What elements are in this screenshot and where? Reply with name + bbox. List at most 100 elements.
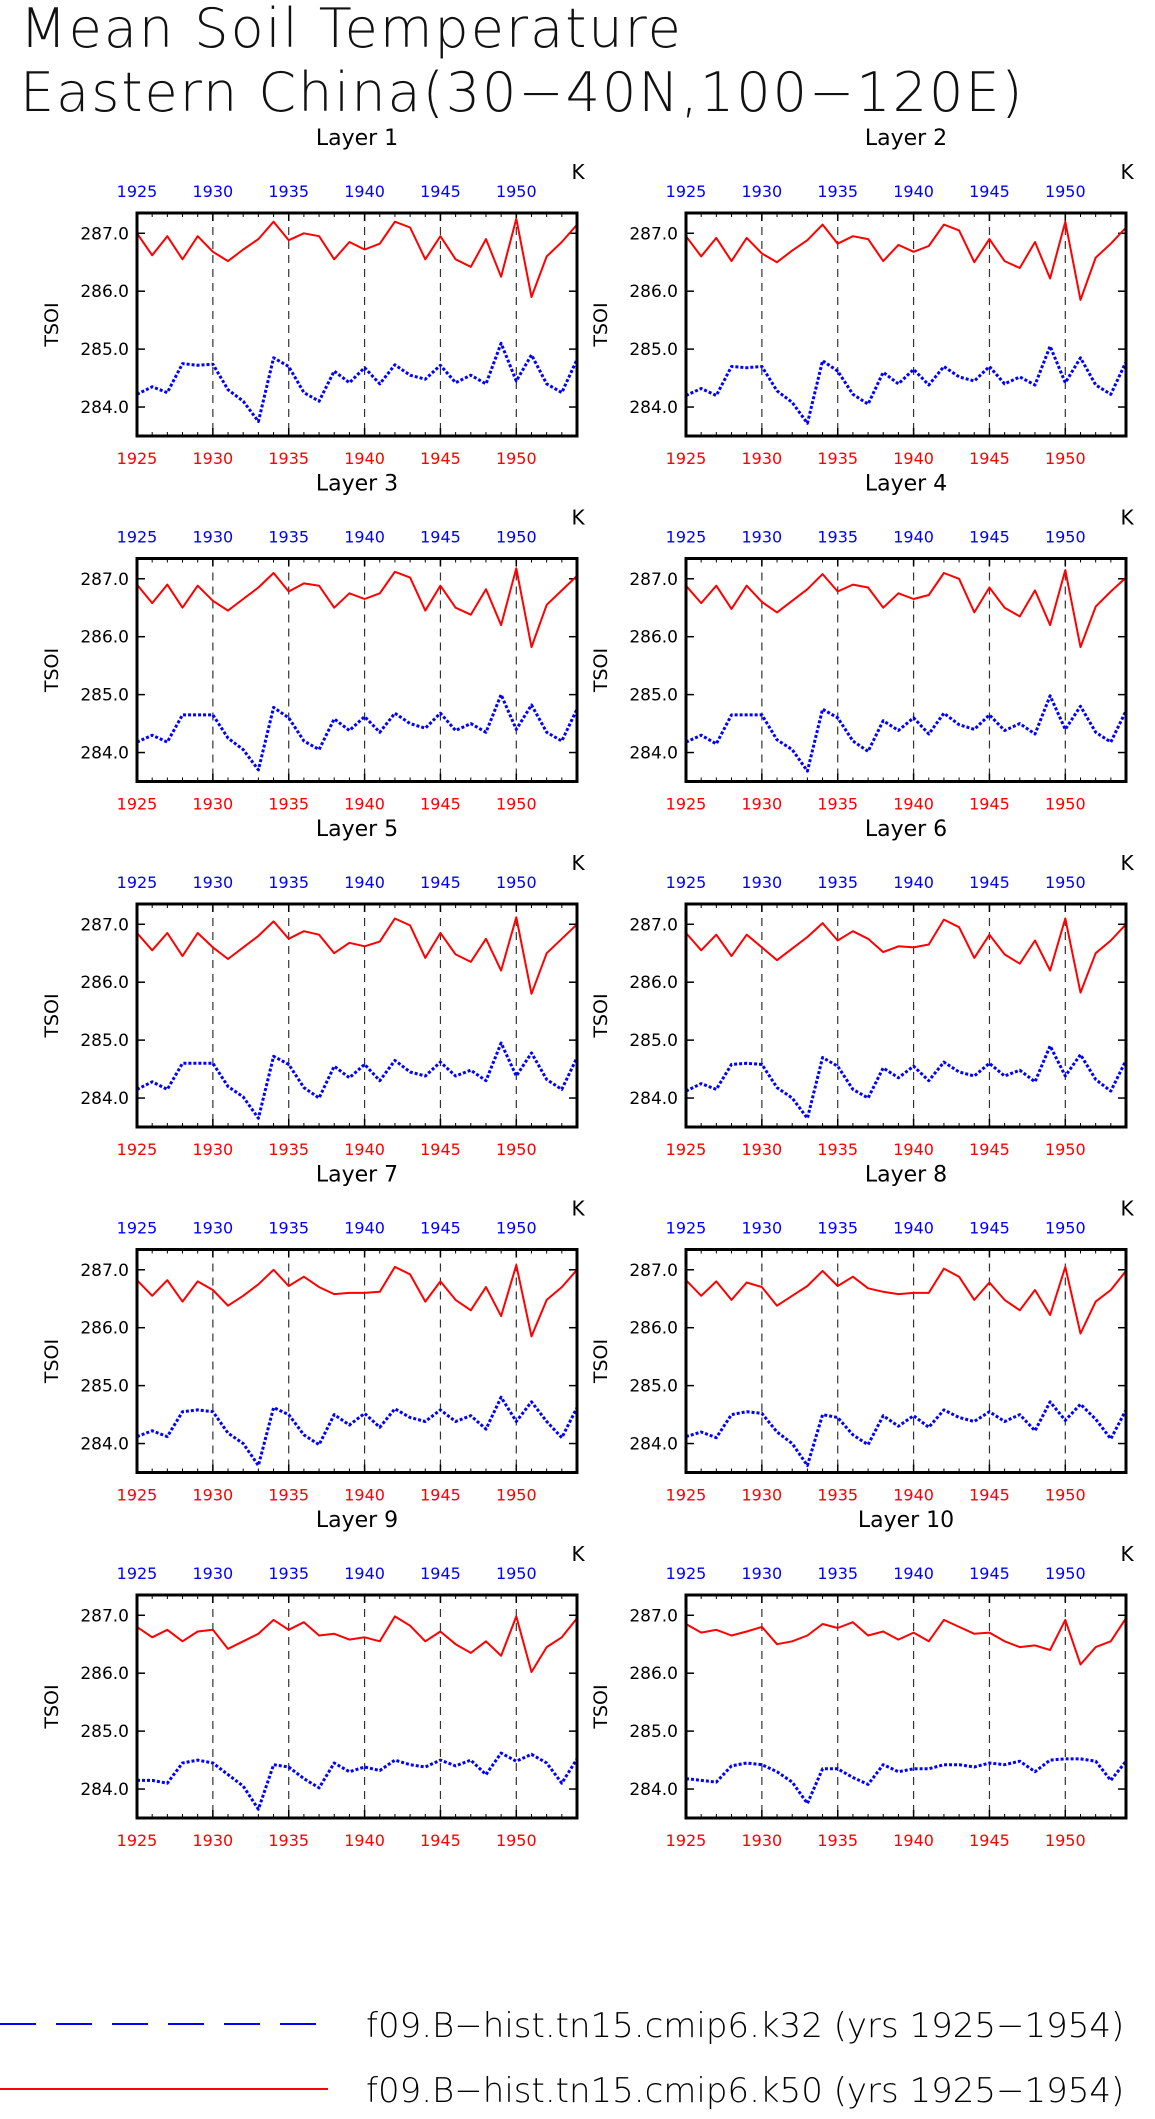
series-line-k32: [685, 694, 1128, 773]
units-label: K: [1120, 851, 1134, 875]
panel-title: Layer 3: [316, 472, 398, 497]
y-tick-label: 286.0: [80, 628, 129, 648]
legend-label-k50: f09.B−hist.tn15.cmip6.k50 (yrs 1925−1954…: [366, 2071, 1124, 2111]
x-tick-label-top: 1935: [268, 1564, 309, 1583]
chart-panel-layer-10: Layer 10 K TSOI 1925 1925 1930 1930 1935 1935 194…: [590, 1508, 1134, 1850]
y-tick-label: 285.0: [629, 686, 678, 706]
y-tick-label: 286.0: [80, 973, 129, 993]
x-tick-label-top: 1940: [344, 1219, 385, 1238]
y-tick-label: 286.0: [629, 973, 678, 993]
x-tick-label-top: 1930: [742, 528, 783, 547]
x-tick-label-top: 1930: [742, 1564, 783, 1583]
panel-title: Layer 7: [316, 1163, 398, 1188]
y-tick-label: 287.0: [629, 915, 678, 935]
x-tick-label-bottom: 1940: [893, 795, 934, 814]
units-label: K: [571, 506, 585, 530]
x-tick-label-bottom: 1930: [742, 1831, 783, 1850]
x-tick-label-top: 1925: [117, 1219, 158, 1238]
chart-panel-layer-5: Layer 5 K TSOI 1925 1925 1930 1930 1935 1935 1940…: [41, 817, 585, 1159]
series-line-k50: [136, 567, 578, 649]
chart-panel-layer-3: Layer 3 K TSOI 1925 1925 1930 1930 1935 1935 1940…: [41, 472, 585, 814]
chart-panel-layer-6: Layer 6 K TSOI 1925 1925 1930 1930 1935 1935 1940…: [590, 817, 1134, 1159]
x-tick-label-bottom: 1950: [1045, 1831, 1086, 1850]
y-tick-label: 285.0: [80, 340, 129, 360]
plot-frame: [135, 1593, 579, 1820]
chart-panel-layer-2: Layer 2 K TSOI 1925 1925 1930 1930 1935 1935 1940…: [590, 126, 1134, 468]
x-tick-label-bottom: 1925: [666, 449, 707, 468]
panel-title: Layer 6: [865, 817, 947, 842]
x-tick-label-top: 1930: [193, 182, 234, 201]
plot-frame: [135, 902, 579, 1129]
x-tick-label-bottom: 1930: [742, 1140, 783, 1159]
x-tick-label-top: 1925: [117, 182, 158, 201]
x-tick-label-top: 1945: [420, 873, 461, 892]
x-tick-label-top: 1925: [117, 1564, 158, 1583]
y-tick-label: 285.0: [629, 1031, 678, 1051]
x-tick-label-bottom: 1950: [1045, 795, 1086, 814]
y-axis-label: TSOI: [590, 648, 612, 693]
x-tick-label-bottom: 1945: [969, 1831, 1010, 1850]
x-tick-label-bottom: 1945: [420, 1140, 461, 1159]
y-tick-label: 286.0: [80, 282, 129, 302]
x-tick-label-bottom: 1925: [117, 1140, 158, 1159]
series-line-k50: [136, 1615, 578, 1673]
series-line-k32: [685, 344, 1128, 425]
series-line-k32: [136, 693, 579, 772]
x-tick-label-top: 1945: [969, 1564, 1010, 1583]
x-tick-label-bottom: 1925: [117, 795, 158, 814]
x-tick-label-top: 1930: [742, 873, 783, 892]
x-tick-label-bottom: 1930: [742, 449, 783, 468]
plot-frame: [135, 211, 579, 438]
x-tick-label-bottom: 1925: [666, 795, 707, 814]
y-tick-label: 285.0: [80, 1031, 129, 1051]
series-line-k50: [685, 1265, 1127, 1335]
y-tick-label: 285.0: [629, 1722, 678, 1742]
x-tick-label-top: 1930: [193, 528, 234, 547]
series-line-k50: [136, 1264, 578, 1338]
x-tick-label-top: 1940: [344, 528, 385, 547]
x-tick-label-bottom: 1935: [817, 449, 858, 468]
y-tick-label: 285.0: [80, 1377, 129, 1397]
y-axis-label: TSOI: [590, 1339, 612, 1384]
x-tick-label-top: 1930: [742, 1219, 783, 1238]
x-tick-label-bottom: 1925: [117, 449, 158, 468]
x-tick-label-top: 1940: [893, 182, 934, 201]
x-tick-label-top: 1945: [969, 528, 1010, 547]
series-line-k32: [685, 1400, 1128, 1467]
y-tick-label: 284.0: [80, 398, 129, 418]
units-label: K: [571, 1542, 585, 1566]
chart-panels: Layer 1 K TSOI 1925 1925 1930 1930 1935 1935 1940…: [41, 126, 1134, 1850]
panel-title: Layer 1: [316, 126, 398, 151]
x-tick-label-top: 1945: [420, 1219, 461, 1238]
x-tick-label-bottom: 1945: [969, 795, 1010, 814]
y-tick-label: 284.0: [80, 744, 129, 764]
x-tick-label-bottom: 1950: [496, 449, 537, 468]
x-tick-label-bottom: 1935: [268, 1486, 309, 1505]
x-tick-label-top: 1925: [666, 182, 707, 201]
x-tick-label-top: 1950: [1045, 1219, 1086, 1238]
x-tick-label-bottom: 1935: [268, 795, 309, 814]
x-tick-label-bottom: 1950: [1045, 449, 1086, 468]
x-tick-label-top: 1950: [496, 873, 537, 892]
panel-title: Layer 8: [865, 1163, 947, 1188]
units-label: K: [1120, 160, 1134, 184]
x-tick-label-top: 1940: [893, 1219, 934, 1238]
x-tick-label-bottom: 1935: [268, 449, 309, 468]
x-tick-label-top: 1940: [893, 1564, 934, 1583]
y-tick-label: 284.0: [629, 744, 678, 764]
x-tick-label-top: 1930: [193, 1219, 234, 1238]
x-tick-label-top: 1925: [666, 1564, 707, 1583]
figure-title-line-1: Mean Soil Temperature: [20, 0, 683, 60]
x-tick-label-top: 1935: [268, 1219, 309, 1238]
x-tick-label-top: 1930: [193, 873, 234, 892]
x-tick-label-top: 1925: [666, 1219, 707, 1238]
x-tick-label-top: 1940: [344, 873, 385, 892]
series-line-k32: [137, 1751, 579, 1811]
x-tick-label-bottom: 1935: [817, 1831, 858, 1850]
y-tick-label: 286.0: [80, 1664, 129, 1684]
y-tick-label: 287.0: [80, 570, 129, 590]
x-tick-label-top: 1945: [420, 1564, 461, 1583]
units-label: K: [1120, 1197, 1134, 1221]
x-tick-label-top: 1935: [268, 182, 309, 201]
